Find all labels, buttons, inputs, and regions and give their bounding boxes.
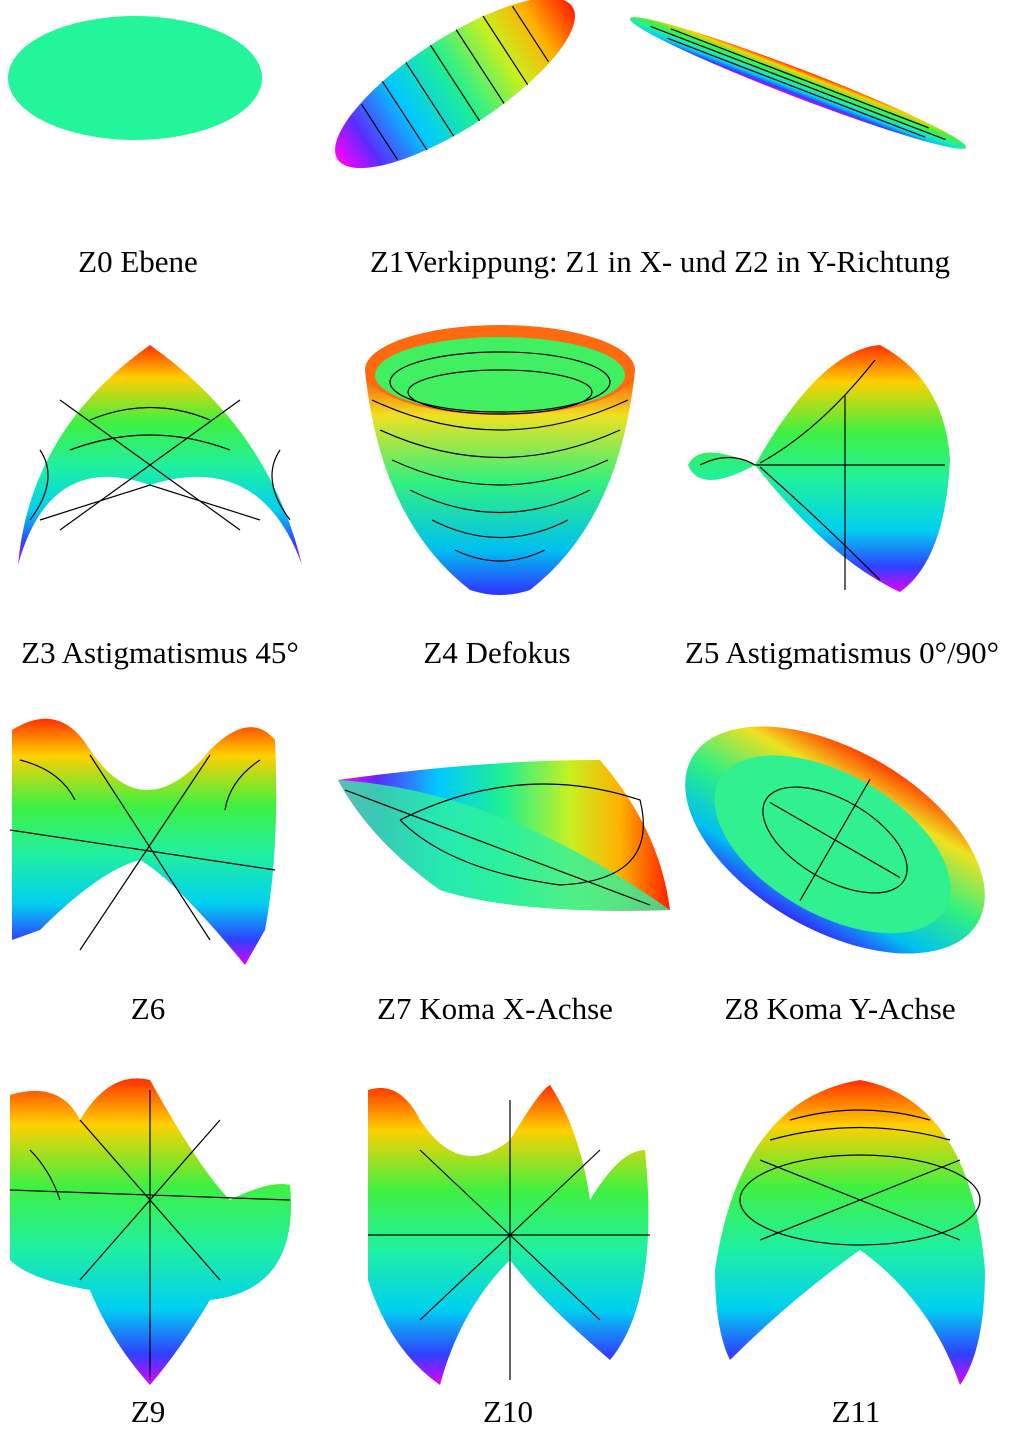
caption: Z3 Astigmatismus 45° bbox=[21, 635, 299, 670]
caption: Z0 Ebene bbox=[78, 244, 198, 279]
z9-surface bbox=[10, 1078, 291, 1385]
figure: Z0 Ebene Z1Verkippung: Z1 in X- und Z2 i… bbox=[0, 0, 1015, 1438]
z4-surface bbox=[365, 325, 635, 595]
caption: Z5 Astigmatismus 0°/90° bbox=[685, 635, 999, 670]
caption: Z6 bbox=[131, 991, 165, 1026]
caption: Z8 Koma Y-Achse bbox=[724, 991, 955, 1026]
z1-surface bbox=[313, 0, 597, 197]
z10-surface bbox=[368, 1085, 650, 1385]
z5-surface bbox=[688, 345, 950, 592]
caption: Z1Verkippung: Z1 in X- und Z2 in Y-Richt… bbox=[370, 244, 950, 279]
caption: Z4 Defokus bbox=[423, 635, 570, 670]
z3-surface bbox=[18, 345, 302, 565]
z2-surface bbox=[625, 5, 971, 160]
z0-surface bbox=[8, 16, 262, 140]
z6-surface bbox=[10, 719, 276, 965]
caption: Z11 bbox=[832, 1394, 881, 1429]
caption: Z10 bbox=[483, 1394, 533, 1429]
z11-surface bbox=[715, 1080, 985, 1385]
z7-surface bbox=[338, 760, 670, 911]
caption: Z9 bbox=[131, 1394, 165, 1429]
page: {"panels": [ {"caption": "Z0 Ebene"}, {"… bbox=[0, 0, 1015, 1438]
caption: Z7 Koma X-Achse bbox=[377, 991, 613, 1026]
z8-surface bbox=[647, 680, 1015, 1001]
